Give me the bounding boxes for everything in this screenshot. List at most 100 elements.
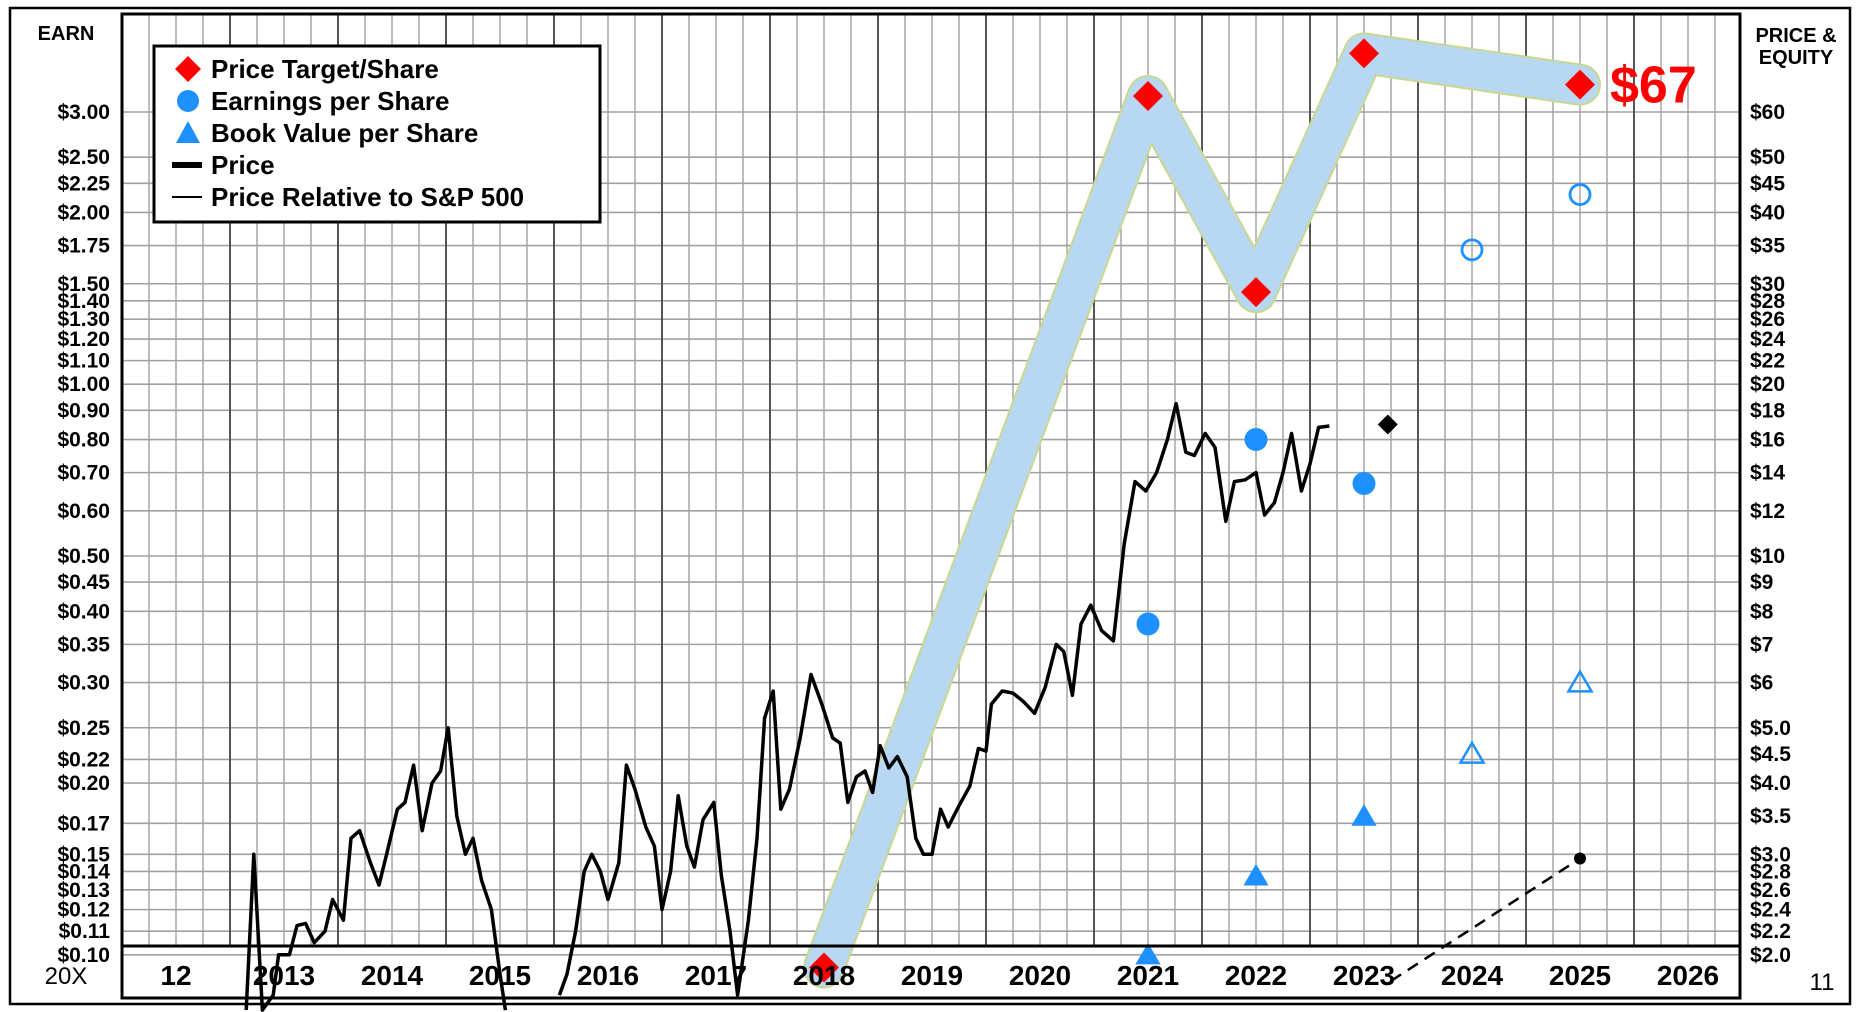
eps-point — [1136, 612, 1160, 636]
left-tick-label: $0.25 — [57, 717, 110, 740]
left-tick-label: $0.13 — [57, 879, 110, 902]
latest-price-point — [1377, 414, 1398, 435]
right-tick-label: $3.5 — [1750, 805, 1791, 828]
left-tick-label: $0.11 — [59, 920, 111, 943]
right-tick-label: $14 — [1750, 462, 1785, 485]
legend-price: Price — [211, 150, 275, 180]
outer-frame — [8, 6, 1852, 1006]
year-label: 2020 — [1009, 960, 1071, 991]
right-tick-label: $4.5 — [1750, 743, 1791, 766]
right-tick-label: $2.6 — [1750, 879, 1791, 902]
plot-frame — [120, 12, 1742, 1000]
right-tick-label: $3.0 — [1750, 843, 1791, 866]
right-tick-label: $8 — [1750, 600, 1774, 623]
right-tick-label: $24 — [1750, 328, 1785, 351]
right-tick-label: $6 — [1750, 672, 1773, 695]
right-tick-label: $5.0 — [1750, 717, 1791, 740]
left-tick-label: $1.50 — [57, 273, 110, 296]
relative-endpoint — [1574, 852, 1586, 865]
price-target-point — [1349, 38, 1379, 69]
right-tick-label: $9 — [1750, 571, 1773, 594]
year-label: 2024 — [1441, 960, 1504, 991]
target-value-label: $67 — [1610, 57, 1697, 115]
legend-book-value: Book Value per Share — [211, 118, 478, 148]
left-tick-label: $0.22 — [57, 748, 110, 771]
left-tick-label: $1.20 — [57, 328, 110, 351]
left-tick-label: $1.75 — [57, 235, 110, 258]
left-tick-label: $1.00 — [57, 373, 110, 396]
year-label: 2019 — [901, 960, 963, 991]
year-label: 2022 — [1225, 960, 1287, 991]
year-label: 2016 — [577, 960, 639, 991]
right-tick-label: $26 — [1750, 308, 1785, 331]
left-tick-label: $0.45 — [57, 571, 110, 594]
left-tick-label: $0.12 — [57, 899, 110, 922]
right-tick-label: $30 — [1750, 273, 1785, 296]
right-tick-label: $20 — [1750, 373, 1785, 396]
right-tick-label: $18 — [1750, 399, 1785, 422]
year-label: 2014 — [361, 960, 424, 991]
legend-box — [152, 44, 602, 224]
legend-relative: Price Relative to S&P 500 — [211, 182, 524, 212]
eps-point — [1352, 471, 1376, 495]
year-label: 2013 — [253, 960, 315, 991]
left-tick-label: $0.10 — [57, 944, 110, 967]
left-tick-label: $2.00 — [57, 201, 110, 224]
year-label: 12 — [160, 960, 191, 991]
price-line-2 — [557, 401, 1330, 997]
right-tick-label: $4.0 — [1750, 772, 1791, 795]
left-axis-title: EARN — [38, 23, 95, 45]
year-label: 2025 — [1549, 960, 1611, 991]
left-tick-label: $0.14 — [57, 860, 110, 883]
left-tick-label: $0.30 — [57, 672, 110, 695]
right-tick-label: $22 — [1750, 350, 1785, 373]
left-tick-label: $0.20 — [57, 772, 110, 795]
eps-point — [1244, 428, 1268, 452]
chart-frame — [8, 6, 1852, 1006]
year-label: 2018 — [793, 960, 855, 991]
left-tick-label: $0.15 — [57, 843, 110, 866]
right-tick-label: $16 — [1750, 429, 1785, 452]
price-line-1 — [244, 726, 508, 1012]
left-tick-label: $0.90 — [57, 399, 110, 422]
legend-triangle-icon — [176, 121, 200, 143]
left-tick-label: $1.30 — [57, 308, 110, 331]
book-value-point — [1135, 942, 1161, 965]
year-label: 2026 — [1657, 960, 1719, 991]
year-label: 2015 — [469, 960, 531, 991]
left-tick-label: $0.70 — [57, 462, 110, 485]
year-label: 2023 — [1333, 960, 1395, 991]
legend-price-target: Price Target/Share — [211, 54, 439, 84]
left-tick-label: $0.60 — [57, 500, 110, 523]
right-tick-label: $12 — [1750, 500, 1785, 523]
left-tick-label: $2.50 — [57, 146, 110, 169]
year-label: 2017 — [685, 960, 747, 991]
left-tick-label: $0.50 — [57, 545, 110, 568]
price-series — [244, 401, 1581, 1012]
left-tick-label: $0.80 — [57, 429, 110, 452]
right-tick-label: $28 — [1750, 290, 1785, 313]
legend-diamond-icon — [175, 56, 201, 82]
right-tick-label: $2.2 — [1750, 920, 1791, 943]
right-tick-label: $60 — [1750, 101, 1785, 124]
right-tick-label: $2.8 — [1750, 860, 1791, 883]
right-tick-label: $10 — [1750, 545, 1785, 568]
book-value-point — [1243, 863, 1269, 886]
price-target-point — [1133, 81, 1163, 112]
book-value-estimate-point — [1458, 740, 1486, 764]
right-tick-label: $35 — [1750, 235, 1785, 258]
left-tick-label: $1.10 — [57, 350, 110, 373]
markers: $67 — [809, 38, 1697, 983]
legend-eps: Earnings per Share — [211, 86, 449, 116]
price-target-point — [1565, 69, 1595, 100]
right-tick-label: $2.4 — [1750, 899, 1791, 922]
right-axis-title: EQUITY — [1759, 47, 1834, 69]
bottom-right-label: 11 — [1810, 969, 1835, 996]
price-target-point — [1241, 277, 1271, 308]
axes: EARN PRICE &EQUITY 20X 11 $3.00 $2.50 $2.25 $2.… — [38, 23, 1837, 996]
price-target-point — [809, 952, 839, 983]
right-tick-label: $45 — [1750, 172, 1785, 195]
eps-estimate-point — [1460, 238, 1484, 262]
